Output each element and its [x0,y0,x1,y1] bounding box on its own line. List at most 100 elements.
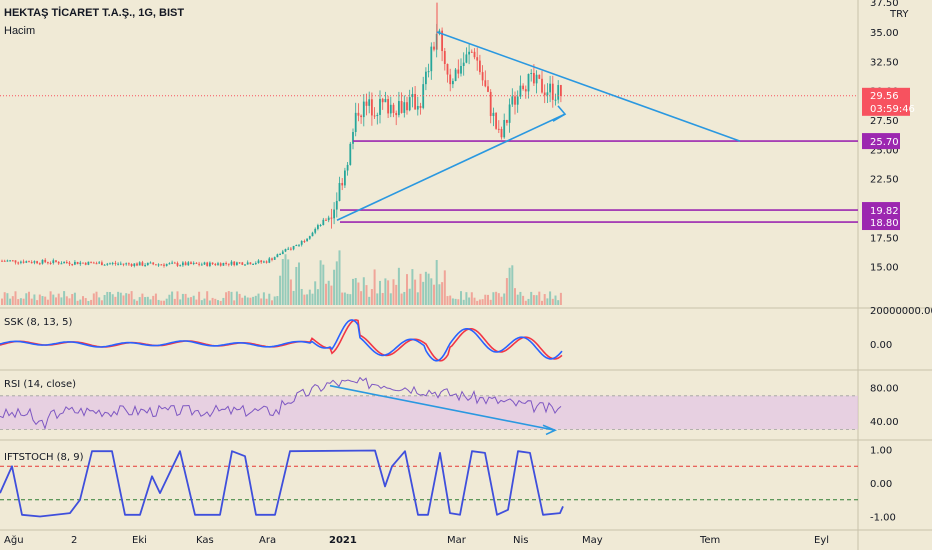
candle-body [252,263,254,265]
candle-body [446,63,449,75]
volume-bar [60,297,63,305]
candle-body [144,265,146,267]
volume-bar [71,294,74,305]
candle-body [381,98,384,103]
ift-line [0,449,564,518]
candle-body [495,112,497,129]
volume-bar [514,288,516,305]
volume-bar [508,267,511,305]
volume-bar [549,291,552,305]
candle-body [527,73,530,92]
price-tick: 37.50 [870,0,899,9]
candle-body [327,217,330,221]
candle-body [138,262,141,266]
volume-bar [122,295,125,305]
volume-bar [279,275,282,305]
volume-bar [457,299,460,305]
candle-body [17,262,20,264]
support-trendline [336,113,566,221]
candle-body [95,263,98,265]
candle-body [430,46,433,72]
ift-tick: -1.00 [870,513,896,524]
candle-body [30,262,33,264]
time-tick: Kas [196,535,214,546]
volume-bar [441,282,444,305]
volume-bar [130,291,133,305]
candle-body [82,262,84,264]
volume-bar [190,297,192,305]
candle-body [298,244,300,246]
volume-bar [273,296,276,305]
volume-bar [225,292,228,305]
candle-body [492,112,495,117]
candle-body [200,264,203,266]
candle-body [179,265,182,267]
candle-body [160,264,163,266]
volume-bar [503,293,506,305]
volume-bar [173,298,176,305]
candle-body [187,262,190,266]
volume-bar [76,300,79,305]
candle-body [319,224,322,226]
candle-body [246,262,249,265]
candle-body [260,260,263,263]
volume-bar [141,293,144,305]
candle-body [530,73,533,75]
candle-body [119,263,122,265]
candle-body [376,114,379,117]
volume-bar [57,293,60,305]
volume-bar [462,299,465,305]
volume-bar [211,297,214,305]
volume-bar [397,267,400,305]
volume-bar [338,250,341,305]
volume-bar [165,298,168,305]
volume-bar [252,296,255,305]
support-badge [862,214,900,231]
volume-bar [352,278,354,305]
volume-bar [489,299,492,305]
ift-tick: 1.00 [870,446,892,457]
candle-body [403,102,406,113]
candle-body [55,260,57,262]
volume-bar [11,296,14,305]
volume-bar [92,293,95,305]
volume-bar [373,269,376,305]
candle-body [433,46,435,50]
candle-body [406,102,408,111]
candle-body [130,264,133,266]
volume-bar [511,265,514,305]
candle-body [300,241,303,245]
volume-bar [222,297,225,305]
volume-bar [154,293,157,305]
candle-body [452,80,454,85]
candle-body [414,94,416,110]
candle-body [101,262,103,266]
volume-bar [281,259,284,305]
candle-body [279,254,281,256]
candle-body [265,261,268,263]
candle-body [214,264,217,266]
candle-body [295,245,298,247]
candle-body [238,262,241,264]
price-tick: 22.50 [870,175,899,186]
candle-body [171,262,173,264]
candle-body [117,263,119,265]
volume-bar [357,282,360,305]
volume-bar [103,294,106,305]
candle-body [389,104,392,114]
volume-bar [203,298,206,305]
candle-body [168,263,171,265]
candle-body [314,228,317,233]
volume-bar [449,295,452,305]
volume-bar [295,266,298,305]
candle-body [184,262,187,266]
price-tick: 35.00 [870,28,899,39]
volume-bar [422,281,425,305]
candle-body [241,262,244,265]
volume-bar [476,300,479,305]
volume-bar [465,292,468,305]
volume-bar [14,291,17,305]
volume-bar [538,291,541,305]
